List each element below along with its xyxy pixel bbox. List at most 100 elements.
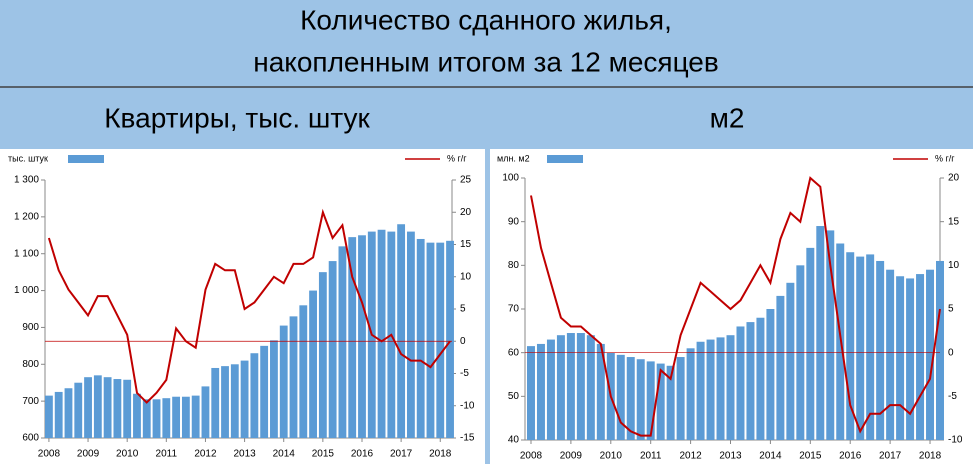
bar [260,345,269,438]
bar [866,254,875,440]
y2-tick-label: 20 [460,207,472,218]
title-line: Количество сданного жилья, [300,4,672,35]
bar [696,341,705,440]
bar [93,375,102,438]
bar [279,325,288,438]
bar [181,396,190,438]
bar [318,272,327,438]
bar [446,240,454,438]
bar [416,238,425,438]
legend-label: % г/г [935,153,955,163]
bar [856,256,865,440]
bar [736,326,745,440]
y-tick-label: 700 [22,396,39,407]
panel-subtitle: м2 [710,102,745,133]
title-line: накопленным итогом за 12 месяцев [253,46,719,77]
bar [926,269,935,440]
bar [172,396,181,438]
bar [240,360,249,438]
legend-label: тыс. штук [8,153,48,163]
y-tick-label: 1 300 [14,175,39,186]
bar [706,339,715,440]
x-tick-label: 2014 [759,451,782,462]
bar [566,333,575,440]
y-tick-label: 90 [508,216,520,227]
legend-label: % г/г [447,153,467,163]
x-tick-label: 2015 [799,451,822,462]
bar [876,260,885,440]
bar [436,242,445,438]
y2-tick-label: -10 [948,435,963,446]
bar [152,399,161,438]
bar [142,399,151,438]
legend-label: млн. м2 [497,153,530,163]
bar [616,354,625,440]
x-tick-label: 2009 [77,449,100,460]
y2-tick-label: -15 [460,433,475,444]
bar [596,343,605,440]
x-tick-label: 2008 [520,451,543,462]
bar [936,260,944,440]
x-tick-label: 2010 [600,451,623,462]
bar [556,335,565,440]
bar [576,333,585,440]
bar [626,357,635,440]
y2-tick-label: 0 [948,347,954,358]
y-tick-label: 1 000 [14,285,39,296]
bar [377,229,386,438]
y2-tick-label: 10 [460,271,472,282]
bar [686,348,695,440]
bar [826,230,835,440]
y-tick-label: 900 [22,322,39,333]
y2-tick-label: -5 [948,391,957,402]
y2-tick-label: -5 [460,368,469,379]
bar [716,337,725,440]
bar [776,295,785,440]
bar [250,353,259,438]
bar [656,363,665,440]
bar [162,398,171,438]
legend-swatch [68,155,104,163]
bar [45,395,53,438]
y2-tick-label: 25 [460,175,472,186]
bar [309,290,317,438]
bar [896,276,905,440]
x-tick-label: 2008 [38,449,61,460]
x-tick-label: 2013 [719,451,742,462]
bar [299,305,308,438]
bar [746,322,755,440]
y2-tick-label: 20 [948,173,960,184]
y-tick-label: 80 [508,260,520,271]
y-tick-label: 600 [22,433,39,444]
x-tick-label: 2010 [116,449,139,460]
bar [230,364,239,438]
bar [676,357,685,440]
bar [113,379,122,438]
bar [201,386,210,438]
bar [806,247,815,440]
y-tick-label: 60 [508,347,520,358]
bar [289,316,298,438]
y2-tick-label: 5 [460,304,466,315]
y-tick-label: 800 [22,359,39,370]
y2-tick-label: 15 [948,216,960,227]
bar [406,231,415,438]
bar [74,382,83,438]
y2-tick-label: 10 [948,260,960,271]
bar [221,366,229,438]
bar [546,339,555,440]
bar [916,274,925,440]
y2-tick-label: 0 [460,336,466,347]
bar [786,282,795,440]
bar [586,335,595,440]
bar [426,242,435,438]
bar [886,269,895,440]
y-tick-label: 1 100 [14,248,39,259]
bar [211,367,220,438]
y-tick-label: 70 [508,304,520,315]
x-tick-label: 2013 [233,449,256,460]
bar [191,395,200,438]
bar [816,226,825,440]
x-tick-label: 2011 [156,449,178,460]
y-tick-label: 100 [502,173,519,184]
